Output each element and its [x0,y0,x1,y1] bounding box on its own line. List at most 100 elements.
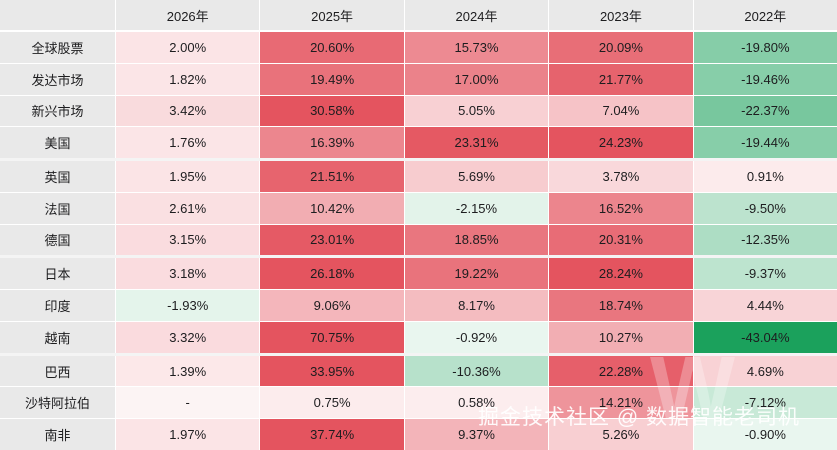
value-cell: -22.37% [693,95,837,127]
value-cell: 26.18% [260,258,405,290]
value-cell: 23.31% [404,127,550,159]
value-cell: - [116,387,261,419]
row-label: 美国 [0,127,116,159]
table-row: 德国 3.15% 23.01% 18.85% 20.31% -12.35% [0,224,837,259]
value-cell: 20.09% [549,32,694,63]
value-cell: 5.69% [404,161,550,192]
column-header: 2024年 [404,0,550,30]
value-cell: 9.37% [404,419,550,450]
value-cell: 21.51% [260,161,405,192]
value-cell: 33.95% [260,355,405,387]
value-cell: 1.97% [116,419,261,450]
row-label: 新兴市场 [0,95,116,127]
row-label: 法国 [0,192,116,224]
value-cell: -19.46% [693,63,837,95]
value-cell: 30.58% [260,95,405,127]
value-cell: 10.42% [260,192,405,224]
value-cell: 1.82% [116,63,261,95]
value-cell: 4.69% [693,355,837,387]
value-cell: 18.85% [404,224,550,256]
value-cell: -0.90% [693,419,837,450]
value-cell: 37.74% [260,419,405,450]
table-row: 发达市场 1.82% 19.49% 17.00% 21.77% -19.46% [0,63,837,96]
value-cell: 2.00% [116,32,261,63]
value-cell: 3.78% [549,161,694,192]
value-cell: -9.37% [693,258,837,290]
value-cell: 22.28% [549,355,694,387]
table-row: 沙特阿拉伯 -0.75% 0.58% 14.21% -7.12% [0,387,837,420]
column-header: 2025年 [260,0,405,30]
table-row: 新兴市场 3.42% 30.58% 5.05% 7.04% -22.37% [0,95,837,128]
value-cell: 21.77% [549,63,694,95]
value-cell: 20.60% [260,32,405,63]
value-cell: -19.44% [693,127,837,159]
value-cell: 1.95% [116,161,261,192]
value-cell: 4.44% [693,290,837,321]
value-cell: 5.26% [549,419,694,450]
row-label: 巴西 [0,355,116,387]
value-cell: 17.00% [404,63,550,95]
value-cell: 18.74% [549,290,694,321]
value-cell: 3.32% [116,321,261,353]
value-cell: 1.39% [116,355,261,387]
table-row: 全球股票 2.00% 20.60% 15.73% 20.09% -19.80% [0,32,837,64]
table-row: 印度 -1.93% 9.06% 8.17% 18.74% 4.44% [0,290,837,322]
value-cell: 8.17% [404,290,550,321]
corner-cell [0,0,116,30]
value-cell: 10.27% [549,321,694,353]
column-header: 2022年 [693,0,837,30]
value-cell: 9.06% [260,290,405,321]
row-label: 发达市场 [0,63,116,95]
value-cell: -19.80% [693,32,837,63]
table-row: 越南 3.32% 70.75% -0.92% 10.27% -43.04% [0,321,837,356]
value-cell: -10.36% [404,355,550,387]
table-row: 美国 1.76% 16.39% 23.31% 24.23% -19.44% [0,127,837,162]
value-cell: 24.23% [549,127,694,159]
value-cell: -43.04% [693,321,837,353]
value-cell: 28.24% [549,258,694,290]
value-cell: 16.39% [260,127,405,159]
value-cell: 0.58% [404,387,550,419]
row-label: 沙特阿拉伯 [0,387,116,419]
value-cell: 3.15% [116,224,261,256]
value-cell: 20.31% [549,224,694,256]
row-label: 南非 [0,419,116,450]
value-cell: 1.76% [116,127,261,159]
row-label: 日本 [0,258,116,290]
table-body: 全球股票 2.00% 20.60% 15.73% 20.09% -19.80% 发达市场 1.… [0,32,837,450]
value-cell: 5.05% [404,95,550,127]
row-label: 德国 [0,224,116,256]
row-label: 全球股票 [0,32,116,63]
value-cell: 70.75% [260,321,405,353]
value-cell: 19.22% [404,258,550,290]
value-cell: 7.04% [549,95,694,127]
value-cell: 3.42% [116,95,261,127]
value-cell: -2.15% [404,192,550,224]
value-cell: 15.73% [404,32,550,63]
value-cell: -9.50% [693,192,837,224]
value-cell: 0.75% [260,387,405,419]
value-cell: -0.92% [404,321,550,353]
table-row: 英国 1.95% 21.51% 5.69% 3.78% 0.91% [0,161,837,193]
value-cell: 3.18% [116,258,261,290]
table-header-row: 2026年 2025年 2024年 2023年 2022年 [0,0,837,32]
value-cell: 23.01% [260,224,405,256]
table-row: 南非 1.97% 37.74% 9.37% 5.26% -0.90% [0,419,837,450]
row-label: 英国 [0,161,116,192]
value-cell: -7.12% [693,387,837,419]
row-label: 越南 [0,321,116,353]
value-cell: -1.93% [116,290,261,321]
table-row: 日本 3.18% 26.18% 19.22% 28.24% -9.37% [0,258,837,291]
value-cell: -12.35% [693,224,837,256]
value-cell: 14.21% [549,387,694,419]
column-header: 2026年 [116,0,261,30]
value-cell: 16.52% [549,192,694,224]
table-row: 法国 2.61% 10.42% -2.15% 16.52% -9.50% [0,192,837,225]
value-cell: 19.49% [260,63,405,95]
column-header: 2023年 [549,0,694,30]
value-cell: 0.91% [693,161,837,192]
row-label: 印度 [0,290,116,321]
table-row: 巴西 1.39% 33.95% -10.36% 22.28% 4.69% [0,355,837,388]
value-cell: 2.61% [116,192,261,224]
